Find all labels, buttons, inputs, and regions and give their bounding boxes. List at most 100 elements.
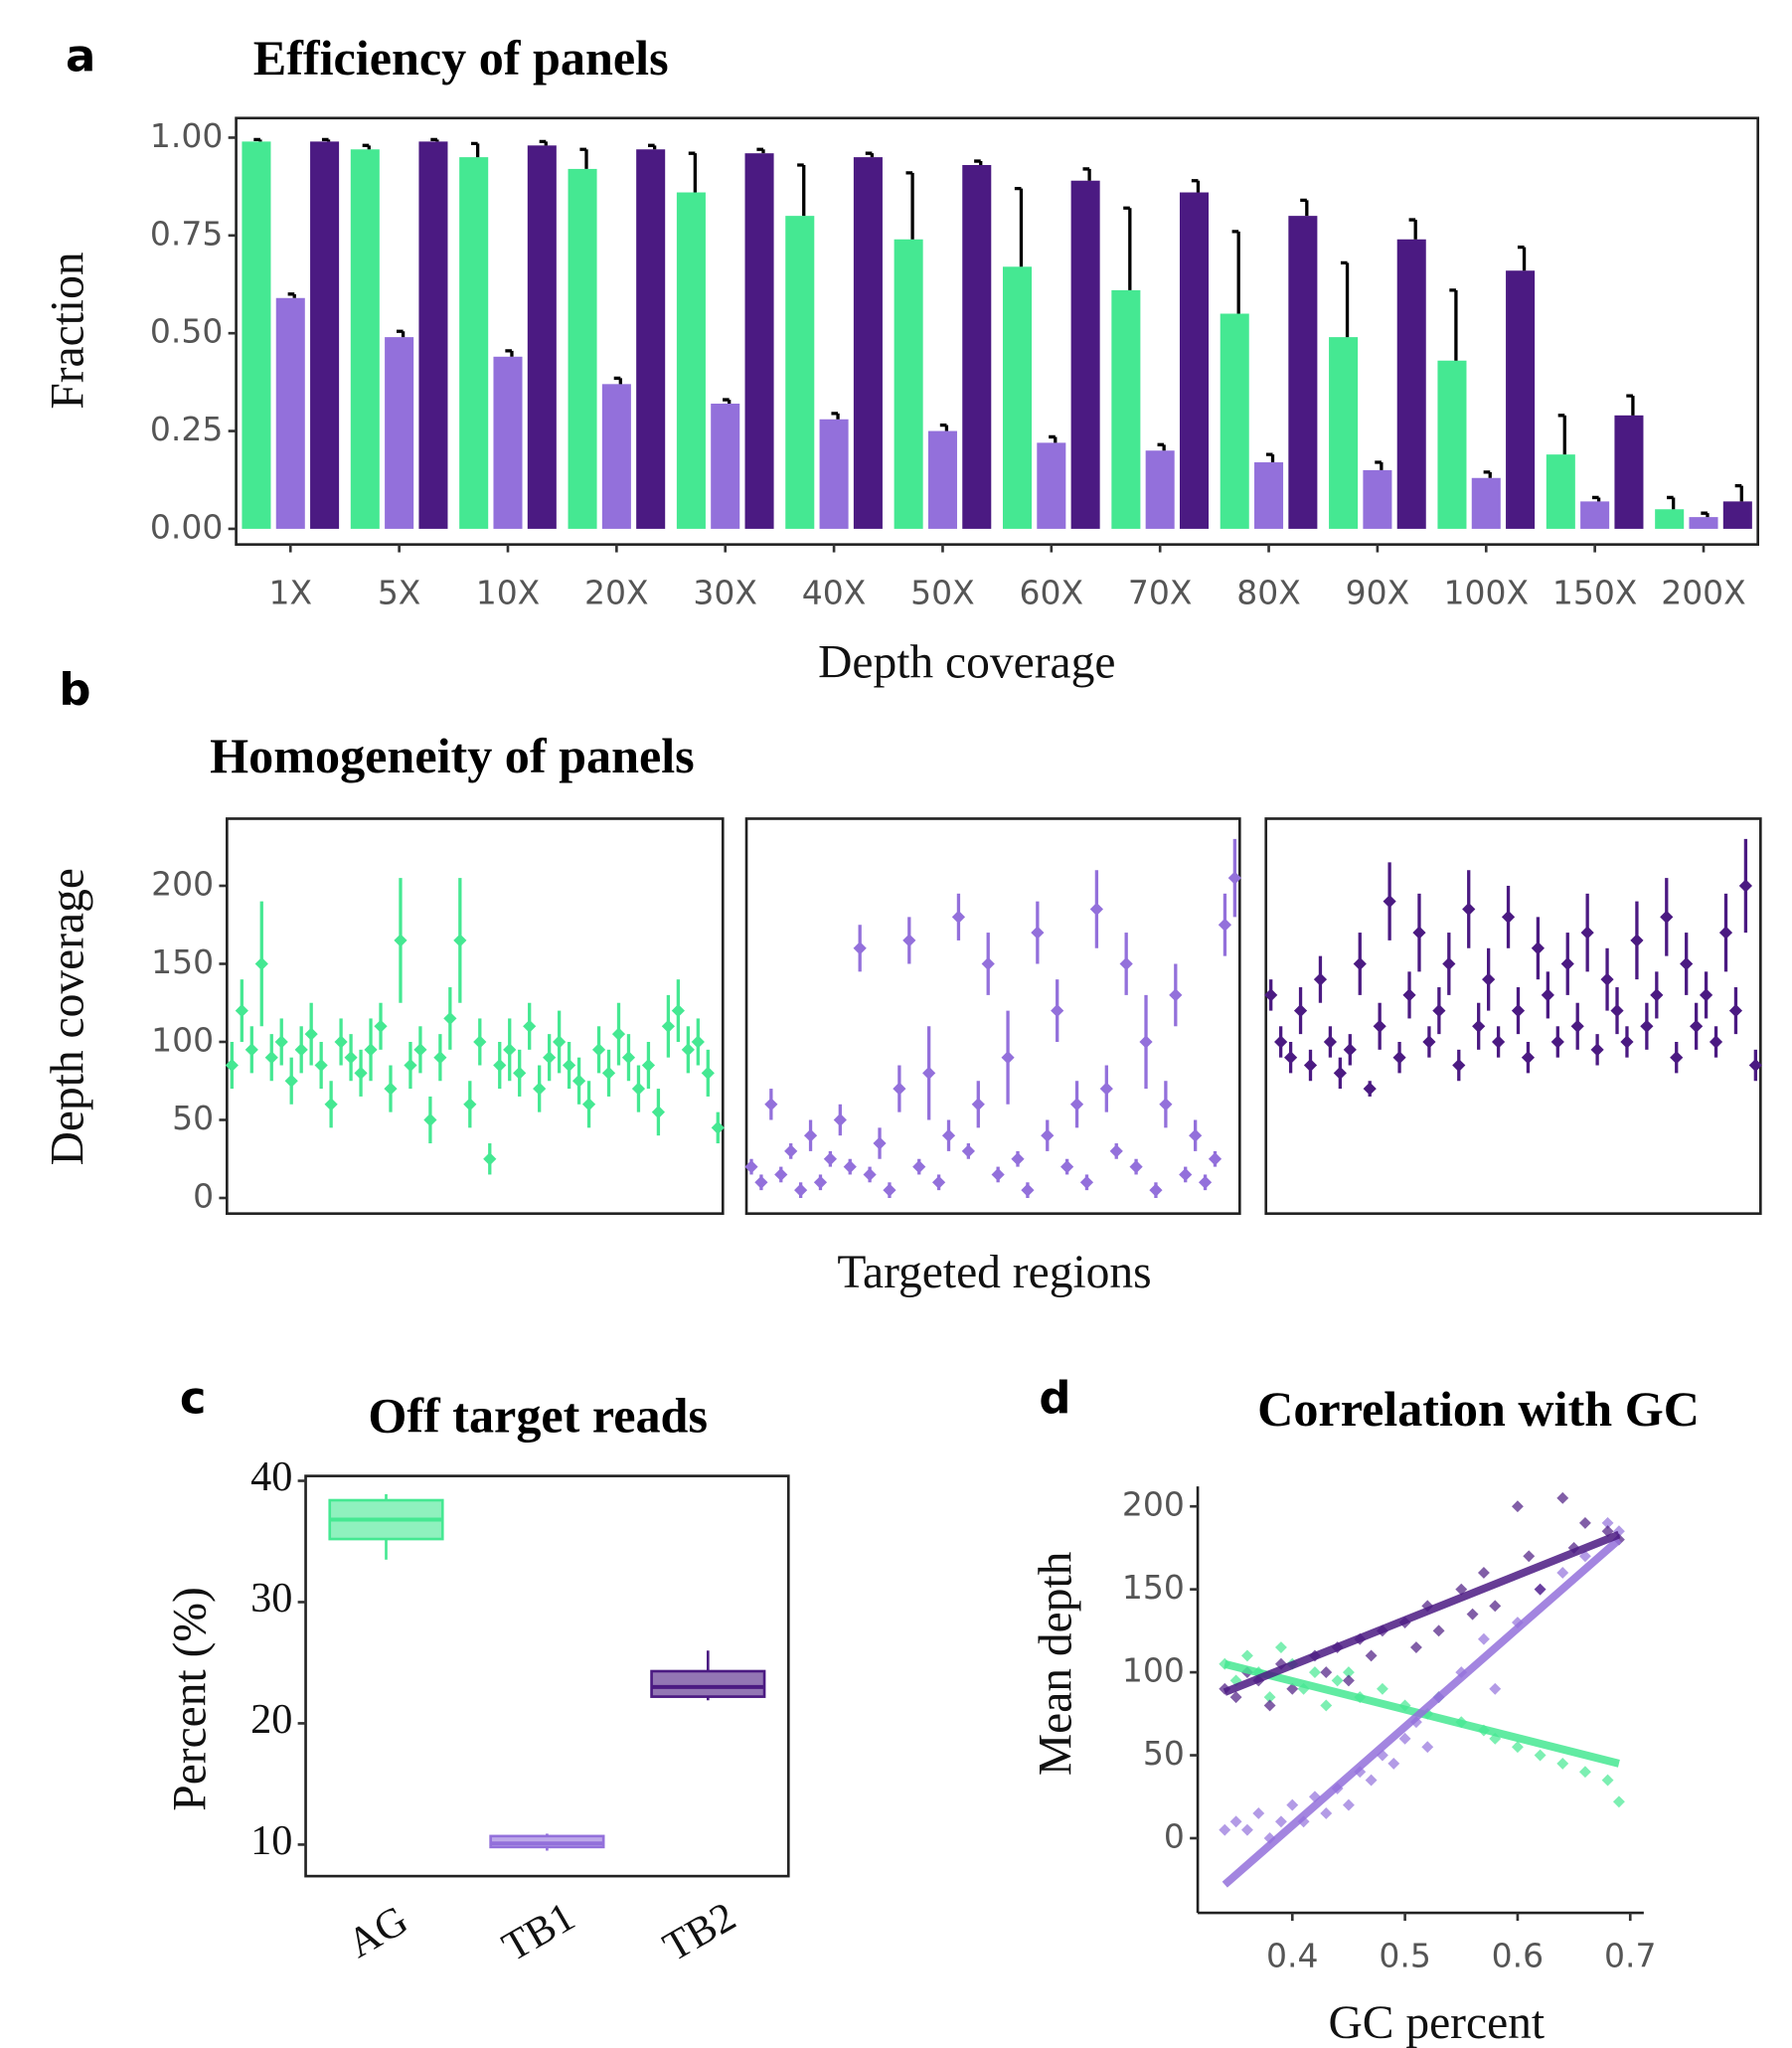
point	[1660, 910, 1674, 924]
bar	[1396, 239, 1426, 529]
bar	[568, 168, 597, 529]
x-tick-label: 50X	[910, 573, 975, 611]
point	[1229, 1691, 1242, 1704]
point	[784, 1144, 798, 1158]
x-tick-label: TB1	[495, 1893, 583, 1970]
point	[1227, 871, 1241, 885]
point	[1560, 956, 1574, 971]
point	[1286, 1798, 1299, 1811]
bar	[527, 145, 557, 529]
error-bar	[1123, 206, 1132, 290]
point	[1612, 1795, 1625, 1808]
point	[1189, 1128, 1203, 1142]
point	[1011, 1152, 1025, 1166]
x-tick-label: TB2	[656, 1893, 744, 1970]
point	[334, 1035, 348, 1049]
bar	[819, 419, 849, 529]
point	[764, 1098, 778, 1111]
point	[774, 1167, 788, 1182]
point	[543, 1051, 557, 1065]
point	[235, 1003, 248, 1018]
error-bar	[1014, 186, 1024, 267]
point	[873, 1136, 887, 1150]
point	[744, 1159, 758, 1174]
point	[1690, 1019, 1704, 1033]
error-bar	[505, 349, 514, 357]
point	[1241, 1823, 1253, 1836]
bar	[1546, 454, 1575, 529]
y-axis-label: Depth coverage	[42, 868, 93, 1165]
point	[1109, 1144, 1123, 1158]
x-tick-label: 30X	[693, 573, 757, 611]
x-tick-label: 150X	[1552, 573, 1638, 611]
point	[754, 1175, 768, 1189]
bar	[350, 149, 380, 529]
point	[591, 1043, 606, 1057]
point	[1229, 1815, 1242, 1828]
point	[1620, 1035, 1634, 1049]
point	[843, 1159, 857, 1174]
point	[641, 1058, 656, 1073]
error-bar	[831, 412, 840, 420]
y-tick-label: 50	[1143, 1734, 1185, 1773]
point	[1680, 956, 1694, 971]
x-tick-label: 5X	[378, 573, 421, 611]
bar	[1506, 270, 1536, 529]
bar	[676, 192, 706, 529]
plot-frame	[1264, 817, 1762, 1216]
x-tick-label: AG	[340, 1897, 415, 1967]
point	[1263, 1699, 1276, 1712]
error-bar	[974, 159, 983, 165]
error-bar	[1591, 495, 1601, 502]
box	[650, 1669, 766, 1698]
point	[1482, 972, 1496, 986]
point	[1198, 1175, 1213, 1189]
point	[1001, 1051, 1015, 1065]
point	[1252, 1807, 1265, 1819]
point	[1541, 988, 1554, 1002]
point	[1219, 1823, 1231, 1836]
point	[1601, 1774, 1614, 1787]
point	[1409, 1641, 1422, 1653]
error-bar	[723, 398, 732, 405]
bar	[601, 384, 631, 529]
point	[661, 1019, 675, 1033]
point	[922, 1066, 936, 1080]
point	[893, 1082, 906, 1096]
x-tick-label: 90X	[1346, 573, 1410, 611]
point	[571, 1074, 586, 1088]
y-tick-label: 30	[250, 1575, 292, 1621]
error-bar	[1265, 452, 1275, 463]
point	[803, 1128, 818, 1142]
point	[651, 1106, 666, 1119]
bar	[1254, 462, 1284, 529]
point	[1333, 1066, 1347, 1080]
point	[413, 1043, 427, 1057]
point	[1342, 1798, 1355, 1811]
point	[1392, 1051, 1406, 1065]
point	[1511, 1003, 1526, 1018]
point	[453, 934, 467, 947]
x-axis-label: Targeted regions	[837, 1247, 1151, 1298]
error-bar	[321, 137, 331, 142]
point	[1320, 1699, 1333, 1712]
point	[1275, 1641, 1287, 1653]
point	[344, 1051, 358, 1065]
point	[1452, 1058, 1466, 1073]
chart-title: Off target reads	[368, 1388, 708, 1444]
point	[1159, 1098, 1173, 1111]
point	[304, 1027, 318, 1041]
point	[883, 1183, 896, 1197]
point	[1051, 1003, 1064, 1018]
point	[1365, 1649, 1378, 1662]
x-axis-label: GC percent	[1328, 1997, 1545, 2048]
x-tick-label: 100X	[1443, 573, 1529, 611]
chart-title: Efficiency of panels	[253, 30, 669, 85]
point	[374, 1019, 388, 1033]
x-tick-label: 0.6	[1492, 1936, 1544, 1974]
y-tick-label: 0.75	[150, 214, 223, 253]
point	[1699, 988, 1713, 1002]
point	[1709, 1035, 1723, 1049]
